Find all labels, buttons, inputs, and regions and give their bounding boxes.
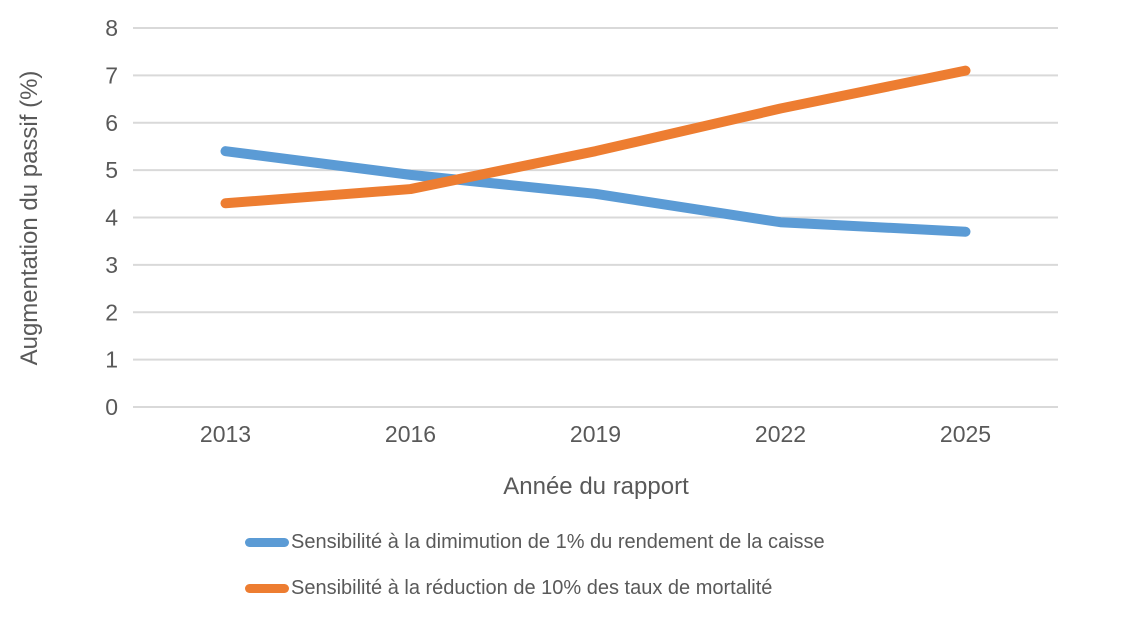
y-tick-label: 5 xyxy=(105,157,118,183)
x-axis-title: Année du rapport xyxy=(503,473,689,500)
x-tick-label: 2016 xyxy=(385,421,436,447)
series-line-0 xyxy=(220,146,971,237)
x-tick-label: 2025 xyxy=(940,421,991,447)
x-tick-label: 2013 xyxy=(200,421,251,447)
y-tick-label: 8 xyxy=(105,15,118,41)
legend-item-1: Sensibilité à la réduction de 10% des ta… xyxy=(245,577,825,600)
x-tick-label: 2022 xyxy=(755,421,806,447)
y-tick-label: 0 xyxy=(105,394,118,420)
y-tick-label: 2 xyxy=(105,299,118,325)
x-tick-label: 2019 xyxy=(570,421,621,447)
y-axis-title: Augmentation du passif (%) xyxy=(16,70,43,366)
y-tick-label: 4 xyxy=(105,205,118,231)
plot-area: 0 1 2 3 4 5 6 7 8 2013 2016 2019 2022 2025 xyxy=(105,15,1058,447)
legend: Sensibilité à la dimimution de 1% du ren… xyxy=(245,531,825,600)
y-tick-label: 7 xyxy=(105,62,118,88)
legend-swatch-icon xyxy=(245,538,289,547)
legend-label: Sensibilité à la dimimution de 1% du ren… xyxy=(291,531,825,553)
series-line-1 xyxy=(220,65,971,209)
y-tick-label: 3 xyxy=(105,252,118,278)
legend-swatch-icon xyxy=(245,584,289,593)
y-tick-label: 6 xyxy=(105,110,118,136)
legend-label: Sensibilité à la réduction de 10% des ta… xyxy=(291,577,773,599)
legend-item-0: Sensibilité à la dimimution de 1% du ren… xyxy=(245,531,825,554)
y-tick-label: 1 xyxy=(105,347,118,373)
